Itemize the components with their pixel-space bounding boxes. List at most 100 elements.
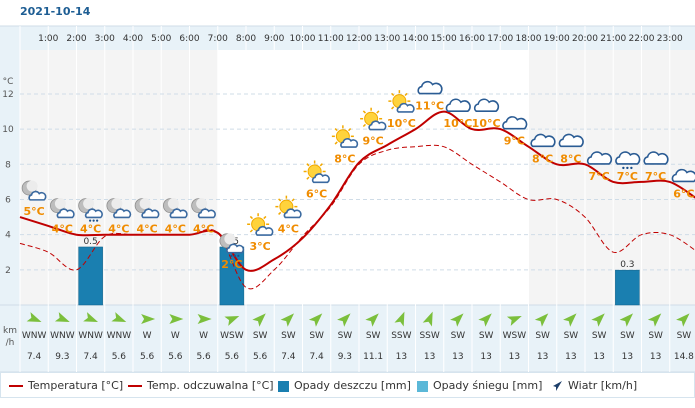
wind-arrow-icon <box>365 313 379 327</box>
legend-item: Temp. odczuwalna [°C] <box>128 379 274 392</box>
wind-arrow-shape <box>197 314 212 324</box>
weather-cloud-icon <box>671 168 695 183</box>
weather-night-rain-icon <box>78 198 103 222</box>
cloud-shape <box>615 151 641 165</box>
weather-cloud-icon <box>558 133 584 148</box>
wind-speed-label: 13 <box>650 352 661 362</box>
rain-bar <box>615 269 640 306</box>
cloud-shape <box>197 208 216 219</box>
wind-speed-label: 13 <box>424 352 435 362</box>
wind-arrow-shape <box>506 315 522 326</box>
weather-sun-cloud-icon <box>360 107 387 131</box>
temperature-label: 8°C <box>334 152 355 165</box>
wind-arrow-icon <box>141 314 156 324</box>
wind-arrow-icon <box>450 313 464 327</box>
sun-ray <box>278 211 282 215</box>
temperature-label: 4°C <box>193 223 214 236</box>
cloud-shape <box>84 208 103 219</box>
weather-cloud-icon <box>643 151 669 165</box>
wind-direction-label: SW <box>648 331 663 341</box>
rain-drop <box>230 254 233 257</box>
weather-night-rain-icon <box>219 233 245 257</box>
legend-label: Wiatr [km/h] <box>568 379 638 392</box>
sun-ray <box>263 215 267 220</box>
rain-drop <box>626 166 629 170</box>
rain-drop <box>237 254 240 257</box>
cloud-shape <box>226 243 245 254</box>
sun-ray <box>334 128 338 132</box>
weather-night-cloud-icon <box>191 198 216 219</box>
legend-swatch-snow <box>417 380 428 392</box>
wind-speed-label: 9.3 <box>55 352 69 362</box>
rain-drop <box>233 254 236 257</box>
temperature-label: 4°C <box>108 223 129 236</box>
wind-speed-label: 5.6 <box>112 352 127 362</box>
wind-direction-label: W <box>199 331 208 341</box>
sun-ray <box>348 128 352 132</box>
chart-legend: Temperatura [°C] Temp. odczuwalna [°C] Opa… <box>0 372 695 398</box>
temperature-label: 10°C <box>472 117 501 130</box>
y-tick-label: 6 <box>5 195 11 205</box>
cloud-shape <box>169 208 188 219</box>
wind-direction-label: SW <box>677 331 692 341</box>
wind-arrow-shape <box>676 313 690 327</box>
legend-swatch-wind <box>553 380 563 392</box>
wind-speed-label: 5.6 <box>140 352 155 362</box>
wind-direction-label: SW <box>592 331 607 341</box>
wind-speed-label: 7.4 <box>309 352 324 362</box>
rain-drop <box>96 219 99 222</box>
wind-arrow-shape <box>141 314 156 324</box>
hour-tick-label: 2:00 <box>66 34 86 44</box>
wind-arrow-shape <box>252 313 266 327</box>
temperature-label: 9°C <box>363 135 384 148</box>
hour-tick-label: 11:00 <box>318 34 344 44</box>
legend-swatch-line <box>9 385 23 387</box>
legend-swatch-rain <box>278 380 289 392</box>
cloud-shape <box>445 98 471 112</box>
wind-speed-label: 13 <box>480 352 491 362</box>
wind-direction-label: SW <box>535 331 550 341</box>
wind-direction-label: SSW <box>391 331 411 341</box>
sun-ray <box>362 123 366 128</box>
sun-ray <box>391 92 395 97</box>
wind-arrow-icon <box>591 313 605 327</box>
hour-tick-label: 6:00 <box>179 34 199 44</box>
weather-night-cloud-icon <box>106 198 132 219</box>
wind-speed-label: 5.6 <box>168 352 183 362</box>
weather-cloud-icon <box>417 80 443 95</box>
hour-tick-label: 20:00 <box>572 34 598 44</box>
y-tick-label: 2 <box>5 266 11 276</box>
legend-label: Opady deszczu [mm] <box>294 379 411 392</box>
wind-speed-label: 11.1 <box>363 352 383 362</box>
weather-cloud-icon <box>445 98 471 112</box>
weather-night-cloud-icon <box>162 198 188 219</box>
wind-direction-label: SW <box>366 331 381 341</box>
wind-arrow-shape <box>422 311 433 327</box>
cloud-shape <box>417 80 443 95</box>
hour-tick-label: 4:00 <box>123 34 143 44</box>
hour-tick-label: 14:00 <box>403 34 429 44</box>
wind-arrow-icon <box>676 313 690 327</box>
wind-speed-label: 13 <box>622 352 633 362</box>
wind-speed-label: 7.4 <box>281 352 296 362</box>
hour-tick-label: 3:00 <box>95 34 115 44</box>
cloud-shape <box>141 208 160 219</box>
wind-arrow-shape <box>365 313 379 327</box>
wind-arrow-icon <box>647 313 662 327</box>
cloud-shape <box>643 151 669 165</box>
wind-speed-label: 13 <box>396 352 407 362</box>
y-axis-unit: °C <box>3 77 14 87</box>
moon-cut <box>139 198 151 210</box>
weather-cloud-icon <box>473 98 500 112</box>
sun-ray <box>334 141 338 145</box>
sun-ray <box>391 106 395 110</box>
temperature-label: 9°C <box>504 135 525 148</box>
wind-direction-label: WSW <box>220 331 244 341</box>
rain-drop <box>89 219 92 222</box>
cloud-shape <box>396 102 415 113</box>
wind-arrow-shape <box>111 312 127 323</box>
cloud-shape <box>340 138 359 148</box>
hour-tick-label: 9:00 <box>264 34 284 44</box>
weather-cloud-icon <box>502 116 528 130</box>
wind-direction-label: WNW <box>22 331 47 341</box>
